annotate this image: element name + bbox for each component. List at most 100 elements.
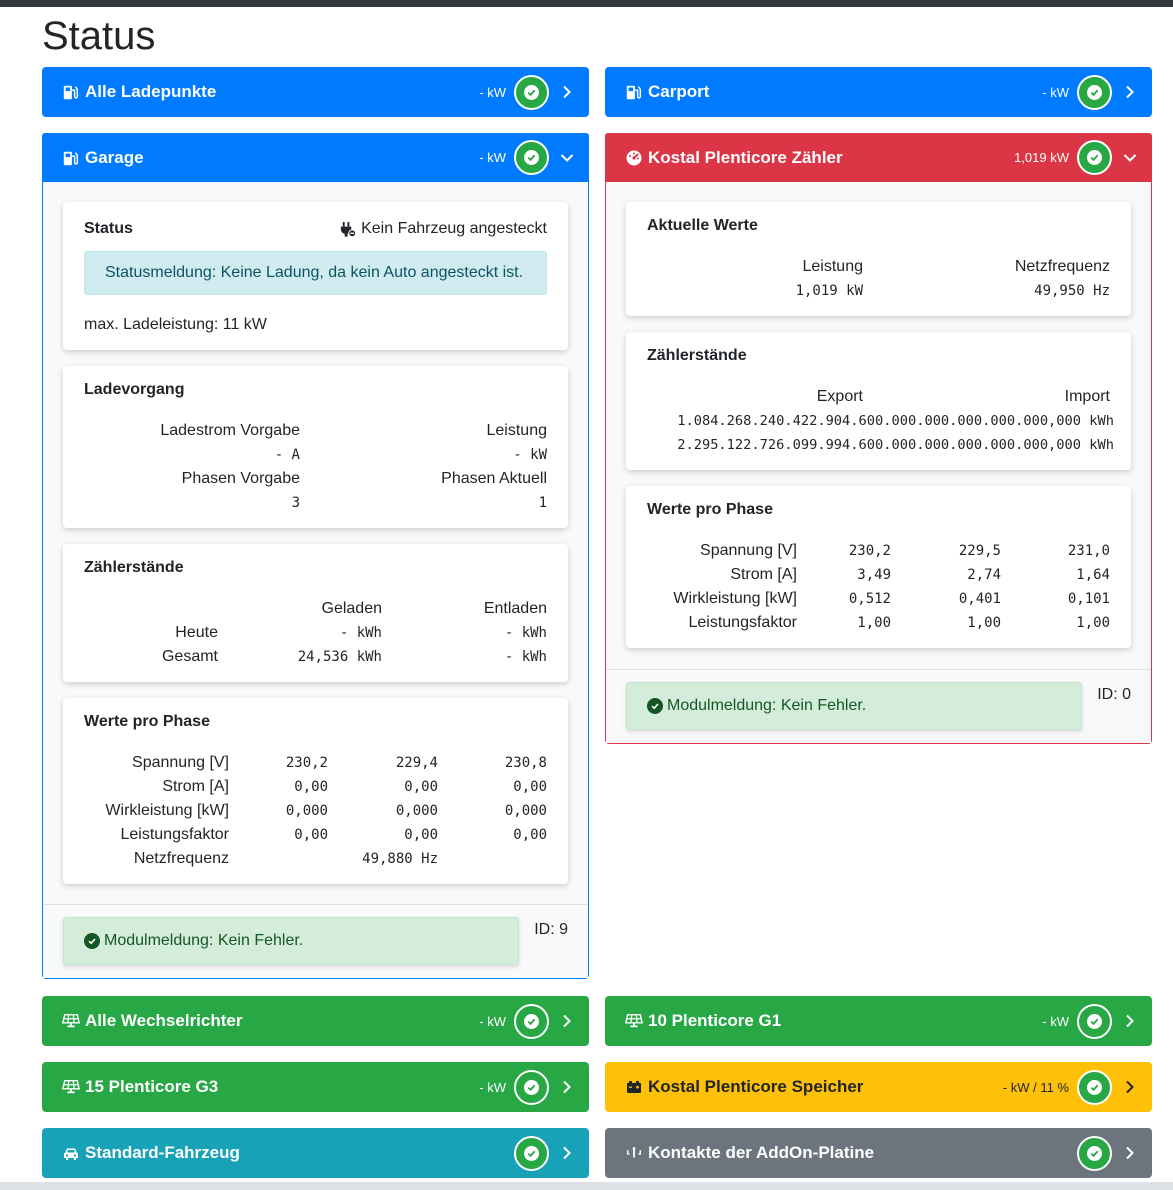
zaehler-panel: Zählerstände Export Import 1.084.268.240…: [626, 332, 1131, 470]
status-ok-badge: [1077, 1069, 1112, 1105]
card-title: 15 Plenticore G3: [85, 1077, 219, 1096]
bottom-bar: [0, 1182, 1173, 1190]
gauge-icon: [625, 149, 645, 167]
value-cell: 0,000: [395, 803, 438, 819]
chevron-right-icon[interactable]: [557, 1143, 577, 1163]
power-value: - kW: [479, 150, 506, 165]
card-footer-kostal-zaehler: Modulmeldung: Kein Fehler. ID: 0: [606, 669, 1151, 743]
contacts-icon: [625, 1144, 645, 1162]
card-title: 10 Plenticore G1: [648, 1011, 782, 1030]
empty-cell: [84, 597, 218, 621]
battery-icon: [625, 1078, 645, 1096]
card-addon: Kontakte der AddOn-Platine: [605, 1128, 1152, 1178]
status-ok-badge: [1077, 1135, 1112, 1171]
chevron-right-icon[interactable]: [1120, 1143, 1140, 1163]
value-cell: 230,2: [285, 755, 328, 771]
card-title: Garage: [85, 147, 144, 167]
check-circle-icon: [84, 933, 100, 949]
card-header-plenticore-g3[interactable]: 15 Plenticore G3 - kW: [42, 1062, 589, 1112]
ladevorgang-panel: Ladevorgang Ladestrom Vorgabe Leistung -…: [63, 366, 568, 528]
value-cell: 0,512: [848, 591, 891, 607]
power-value: - kW: [1042, 84, 1069, 100]
card-body-kostal-zaehler: Aktuelle Werte Leistung Netzfrequenz 1,0…: [606, 182, 1151, 648]
col-label: Netzfrequenz: [1014, 258, 1110, 275]
col-entladen: Entladen: [483, 600, 547, 617]
meter-line-2: 2.295.122.726.099.994.600.000.000.000.00…: [677, 437, 1114, 453]
card-kostal-zaehler: Kostal Plenticore Zähler 1,019 kW Aktuel…: [605, 133, 1152, 744]
value-cell: 0,101: [1067, 591, 1110, 607]
card-title: Alle Ladepunkte: [85, 82, 217, 101]
card-header-alle-wechselrichter[interactable]: Alle Wechselrichter - kW: [42, 996, 589, 1046]
phasen-panel: Werte pro Phase Spannung [V] 230,2 229,5…: [626, 486, 1131, 648]
card-header-plenticore-g1[interactable]: 10 Plenticore G1 - kW: [605, 996, 1152, 1046]
chevron-down-icon[interactable]: [557, 148, 577, 168]
aktuelle-werte-panel: Aktuelle Werte Leistung Netzfrequenz 1,0…: [626, 202, 1131, 316]
card-header-alle-ladepunkte[interactable]: Alle Ladepunkte - kW: [42, 67, 589, 117]
module-message: Modulmeldung: Kein Fehler.: [63, 917, 519, 965]
chevron-right-icon[interactable]: [557, 1077, 577, 1097]
card-plenticore-g1: 10 Plenticore G1 - kW: [605, 996, 1152, 1046]
panel-title: Aktuelle Werte: [647, 217, 758, 234]
value-cell: 1,00: [857, 615, 891, 631]
power-value: 1,019 kW: [1014, 150, 1069, 165]
solar-panel-icon: [625, 1012, 645, 1030]
chevron-right-icon[interactable]: [1120, 1077, 1140, 1097]
value-cell: 229,5: [958, 543, 1001, 559]
col-export: Export: [816, 388, 863, 405]
chevron-right-icon[interactable]: [557, 1011, 577, 1031]
value-cell: - kWh: [339, 625, 382, 641]
card-title: Standard-Fahrzeug: [85, 1143, 240, 1162]
phases-label: Phasen Vorgabe: [181, 470, 300, 487]
chevron-right-icon[interactable]: [557, 82, 577, 102]
value-cell: - kWh: [504, 649, 547, 665]
panel-title: Zählerstände: [647, 347, 747, 364]
status-ok-badge: [1077, 140, 1112, 175]
card-header-addon[interactable]: Kontakte der AddOn-Platine: [605, 1128, 1152, 1178]
value-cell: 0,00: [404, 779, 438, 795]
status-message: Statusmeldung: Keine Ladung, da kein Aut…: [84, 251, 547, 295]
panel-title: Ladevorgang: [84, 381, 185, 398]
value-cell: 3,49: [857, 567, 891, 583]
value-cell: 1,64: [1076, 567, 1110, 583]
status-ok-badge: [514, 74, 549, 110]
status-ok-badge: [1077, 74, 1112, 110]
card-fahrzeug: Standard-Fahrzeug: [42, 1128, 589, 1178]
chevron-down-icon[interactable]: [1120, 148, 1140, 168]
check-circle-icon: [647, 698, 663, 714]
panel-title: Status: [84, 220, 133, 237]
page-title: Status: [42, 14, 156, 58]
value-cell: 24,536 kWh: [297, 649, 382, 665]
chevron-right-icon[interactable]: [1120, 1011, 1140, 1031]
phases-actual-value: 1: [538, 495, 547, 511]
current-value: - A: [274, 447, 300, 463]
card-header-kostal-zaehler[interactable]: Kostal Plenticore Zähler 1,019 kW: [605, 133, 1152, 182]
current-label: Ladestrom Vorgabe: [160, 422, 300, 439]
freq-label: Netzfrequenz: [133, 850, 229, 867]
row-label: Wirkleistung [kW]: [105, 802, 229, 819]
status-ok-badge: [514, 1135, 549, 1171]
charging-station-icon: [62, 83, 82, 101]
card-header-garage[interactable]: Garage - kW: [42, 133, 589, 182]
car-icon: [62, 1144, 82, 1162]
empty-cell: [229, 847, 328, 871]
plug-state-text: Kein Fahrzeug angesteckt: [361, 220, 547, 237]
value-cell: 1,00: [967, 615, 1001, 631]
value-cell: 0,000: [504, 803, 547, 819]
zaehler-header: Export Import: [643, 385, 1110, 409]
status-ok-badge: [1077, 1003, 1112, 1039]
status-panel: Status Kein Fahrzeug angesteckt Statusme…: [63, 202, 568, 350]
plug-icon: [339, 221, 357, 238]
charging-station-icon: [625, 83, 645, 101]
card-header-speicher[interactable]: Kostal Plenticore Speicher - kW / 11 %: [605, 1062, 1152, 1112]
solar-panel-icon: [62, 1012, 82, 1030]
value-cell: 1,00: [1076, 615, 1110, 631]
value-cell: 0,00: [513, 827, 547, 843]
row-label: Leistungsfaktor: [688, 614, 797, 631]
chevron-right-icon[interactable]: [1120, 82, 1140, 102]
value-cell: 230,2: [848, 543, 891, 559]
card-footer-garage: Modulmeldung: Kein Fehler. ID: 9: [43, 904, 588, 978]
zaehler-panel: Zählerstände Geladen Entladen Heute - kW…: [63, 544, 568, 682]
module-id: ID: 0: [1097, 686, 1131, 703]
card-header-fahrzeug[interactable]: Standard-Fahrzeug: [42, 1128, 589, 1178]
card-header-carport[interactable]: Carport - kW: [605, 67, 1152, 117]
